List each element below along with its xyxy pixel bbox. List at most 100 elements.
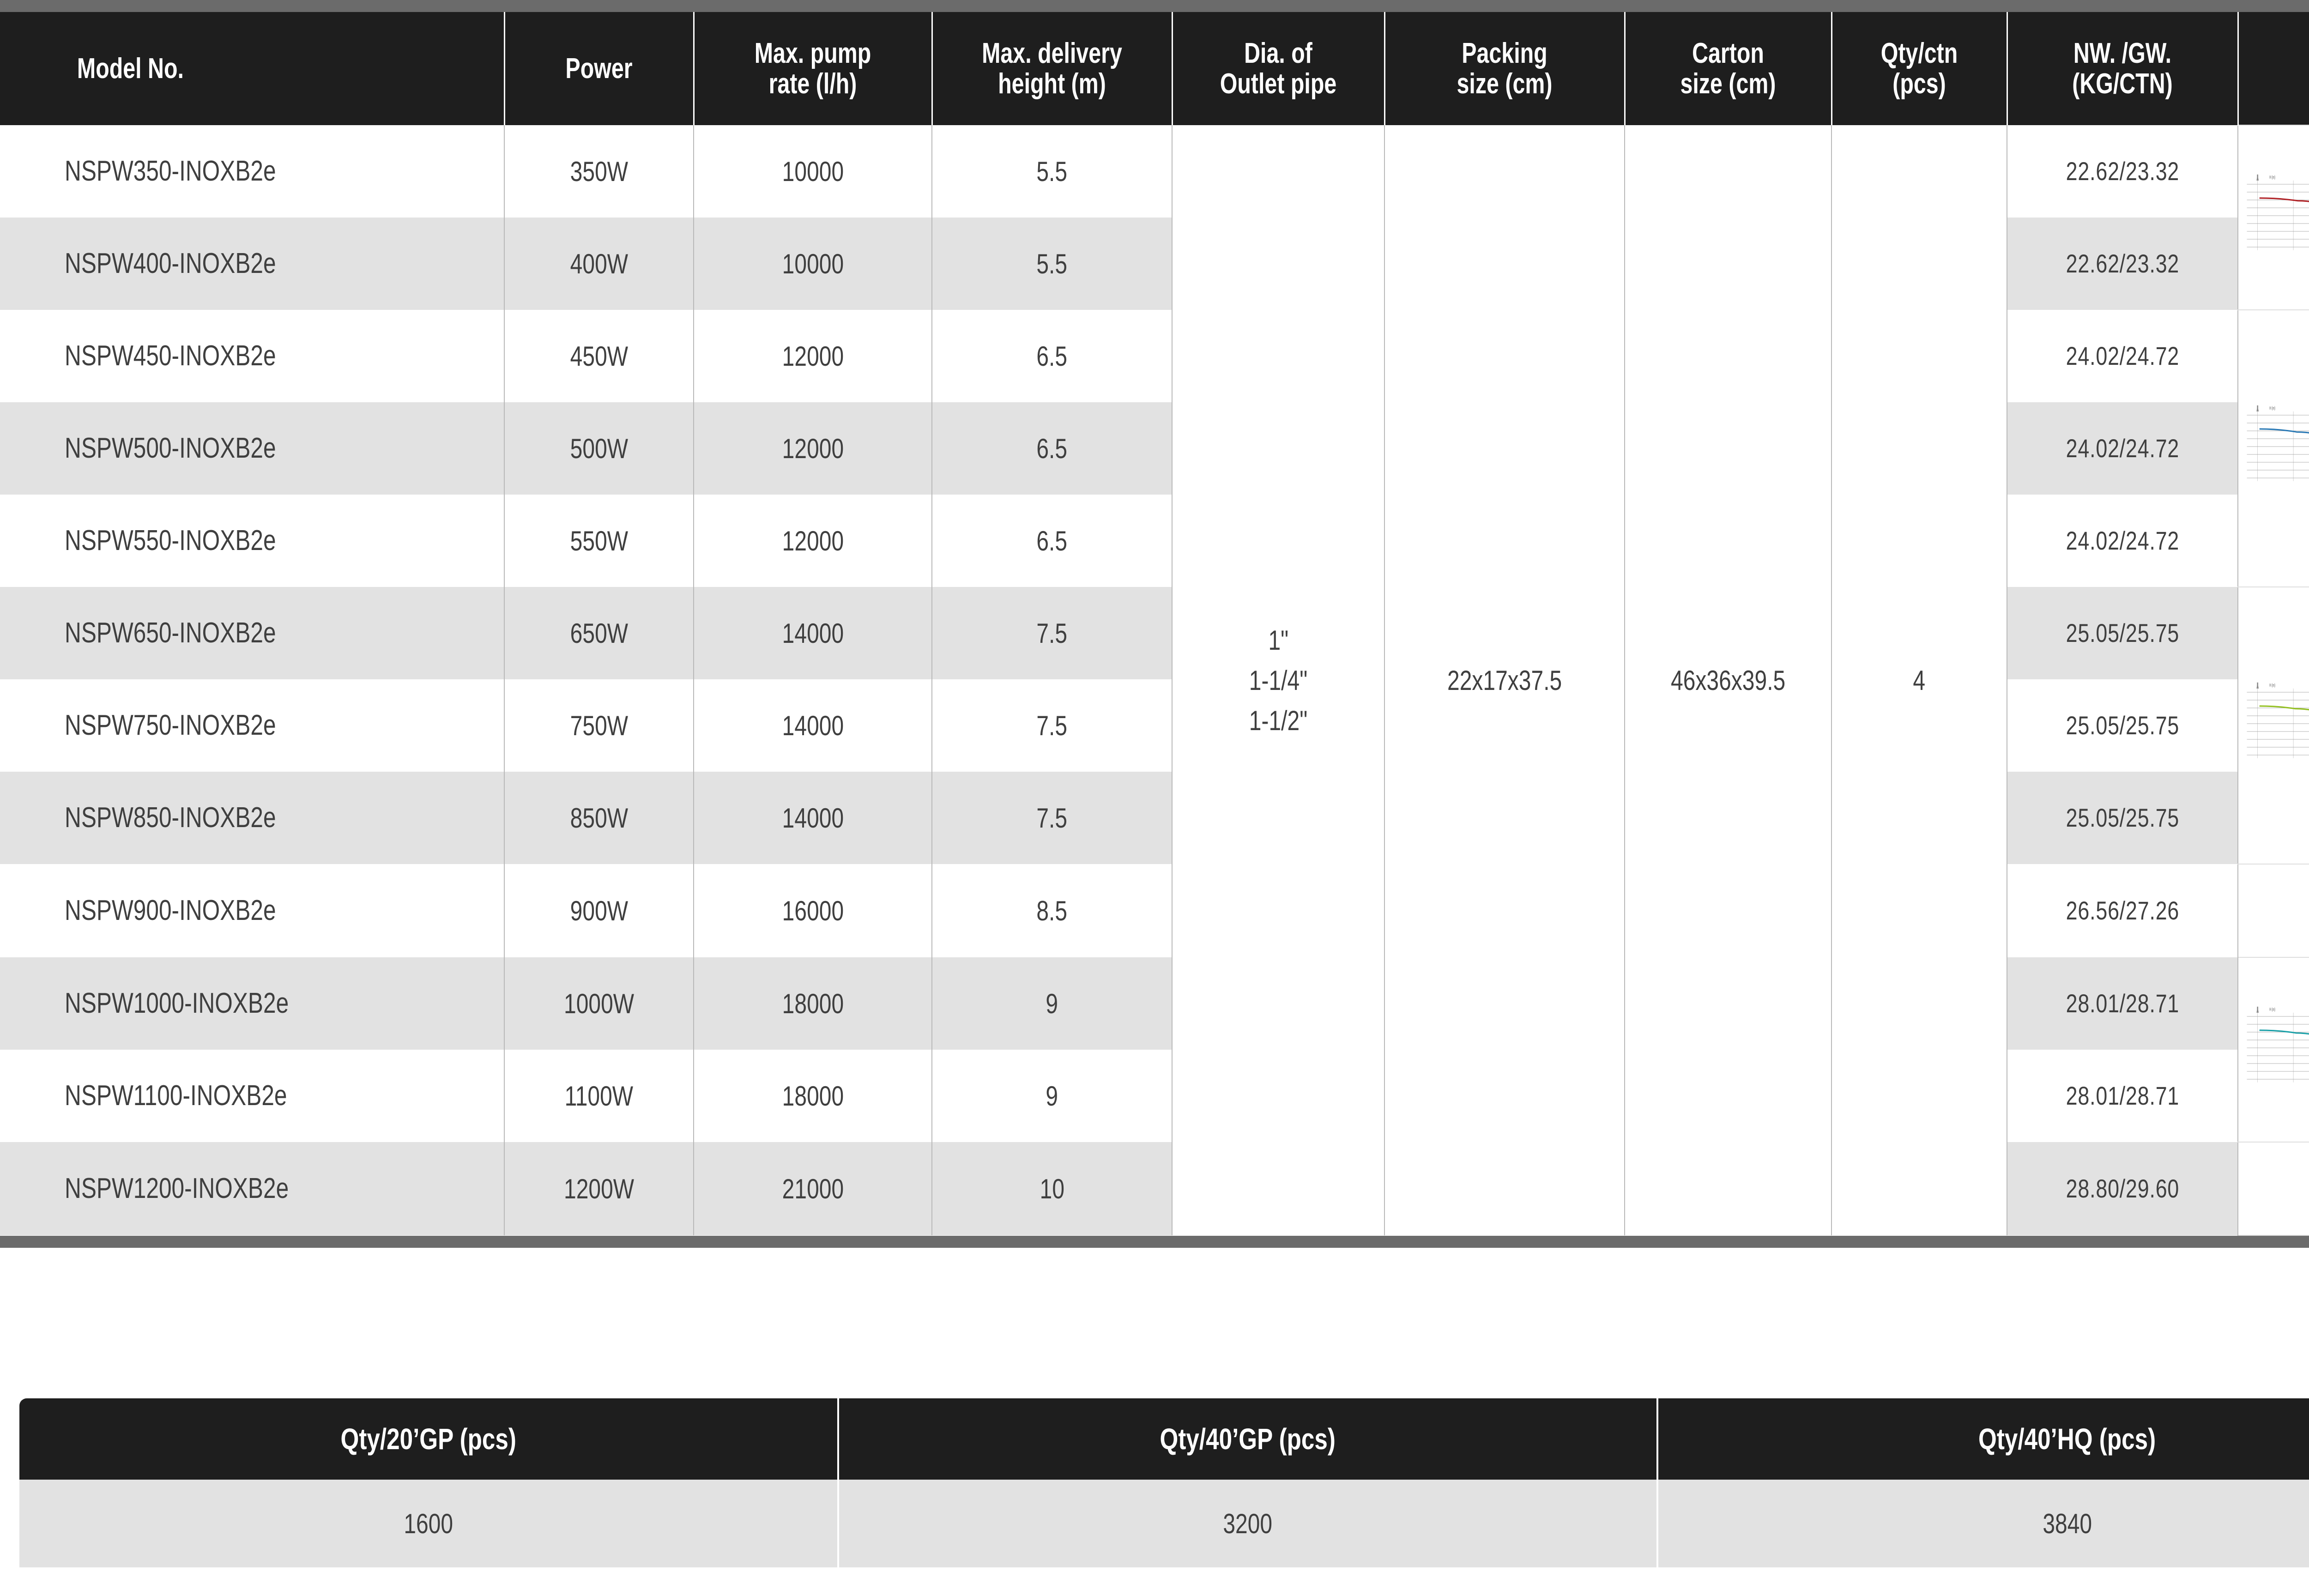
pump-performance-curve: H (m) Q (l/h) <box>2247 174 2309 250</box>
cell-qty-per-carton: 4 <box>1831 125 2007 1235</box>
outlet-diameter-option: 1-1/4" <box>1249 665 1308 696</box>
cell-delivery-height: 7.5 <box>932 679 1173 772</box>
curve-axes <box>2256 174 2259 181</box>
qty-table-body: 1600 3200 3840 <box>19 1480 2309 1567</box>
cell-performance-curve: H (m) Q (l/h) <box>2238 586 2309 864</box>
spec-table: Model No. Power Max. pump rate (l/h) Max… <box>0 12 2309 1236</box>
cell-delivery-height: 6.5 <box>932 310 1173 402</box>
curve-ylabel: H (m) <box>2269 1007 2275 1012</box>
cell-pump-rate: 14000 <box>694 587 932 679</box>
table-row: NSPW500-INOXB2e 500W 12000 6.5 24.02/24.72 <box>0 402 2309 495</box>
main-spec-table-wrapper: Model No. Power Max. pump rate (l/h) Max… <box>0 0 2309 1248</box>
cell-net-gross-weight: 24.02/24.72 <box>2007 310 2238 402</box>
curve-line <box>2259 705 2309 711</box>
cell-delivery-height: 6.5 <box>932 402 1173 495</box>
container-quantity-table-wrapper: Qty/20’GP (pcs) Qty/40’GP (pcs) Qty/40’H… <box>19 1398 2309 1567</box>
column-header-qty-40gp: Qty/40’GP (pcs) <box>838 1398 1658 1480</box>
qty-value-row: 1600 3200 3840 <box>19 1480 2309 1567</box>
cell-model-number: NSPW500-INOXB2e <box>0 402 505 495</box>
curve-line <box>2259 428 2309 434</box>
pump-performance-curve: H (m) Q (l/h) <box>2238 864 2309 957</box>
column-header-qty-per-carton: Qty/ctn (pcs) <box>1850 12 1989 125</box>
curve-ylabel: H (m) <box>2269 175 2275 180</box>
cell-model-number: NSPW650-INOXB2e <box>0 587 505 679</box>
cell-power: 900W <box>504 864 694 957</box>
curve-line <box>2259 1029 2309 1035</box>
cell-model-number: NSPW900-INOXB2e <box>0 864 505 957</box>
pump-performance-curve: H (m) Q (l/h) <box>2238 1143 2309 1235</box>
table-top-rule <box>0 0 2309 12</box>
qty-20gp-value: 1600 <box>19 1480 840 1567</box>
column-header-model: Model No. <box>55 12 450 125</box>
cell-pump-rate: 18000 <box>694 957 932 1050</box>
cell-net-gross-weight: 24.02/24.72 <box>2007 495 2238 587</box>
outlet-diameter-option: 1" <box>1268 624 1288 656</box>
curve-ylabel: H (m) <box>2269 405 2275 411</box>
cell-performance-curve: H (m) Q (l/h) <box>2238 1142 2309 1236</box>
column-header-power: Power <box>525 12 674 125</box>
cell-net-gross-weight: 28.01/28.71 <box>2007 1050 2238 1142</box>
cell-delivery-height: 6.5 <box>932 495 1173 587</box>
cell-model-number: NSPW1000-INOXB2e <box>0 957 505 1050</box>
cell-model-number: NSPW1200-INOXB2e <box>0 1142 505 1235</box>
cell-net-gross-weight: 22.62/23.32 <box>2007 218 2238 310</box>
table-row: NSPW850-INOXB2e 850W 14000 7.5 25.05/25.75 <box>0 772 2309 864</box>
cell-pump-rate: 14000 <box>694 679 932 772</box>
pump-performance-curve: H (m) Q (l/h) <box>2247 1006 2309 1082</box>
table-row: NSPW400-INOXB2e 400W 10000 5.5 22.62/23.32 <box>0 218 2309 310</box>
cell-delivery-height: 8.5 <box>932 864 1173 957</box>
curve-grid <box>2247 180 2309 250</box>
outlet-diameter-option: 1-1/2" <box>1249 705 1308 736</box>
cell-net-gross-weight: 25.05/25.75 <box>2007 772 2238 864</box>
cell-net-gross-weight: 24.02/24.72 <box>2007 402 2238 495</box>
cell-delivery-height: 5.5 <box>932 125 1173 218</box>
column-header-performance-curve <box>2266 12 2309 125</box>
cell-power: 550W <box>504 495 694 587</box>
cell-power: 850W <box>504 772 694 864</box>
pump-performance-curve: H (m) Q (l/h) <box>2247 682 2309 758</box>
table-row: NSPW350-INOXB2e 350W 10000 5.5 1" 1-1/4" 1-1/2… <box>0 125 2309 1235</box>
column-header-carton-size: Carton size (cm) <box>1647 12 1809 125</box>
cell-net-gross-weight: 28.80/29.60 <box>2007 1142 2238 1235</box>
table-bottom-rule <box>0 1236 2309 1248</box>
qty-40hq-value: 3840 <box>1657 1480 2309 1567</box>
table-row: NSPW650-INOXB2e 650W 14000 7.5 25.05/25.75 H… <box>0 586 2309 864</box>
cell-delivery-height: 10 <box>932 1142 1173 1235</box>
curve-line <box>2259 197 2309 202</box>
cell-performance-curve: H (m) Q (l/h) <box>2238 309 2309 587</box>
column-header-qty-20gp: Qty/20’GP (pcs) <box>19 1398 840 1480</box>
curve-grid <box>2247 1012 2309 1082</box>
pump-performance-curve: H (m) Q (l/h) <box>2247 405 2309 481</box>
cell-carton-size: 46x36x39.5 <box>1625 125 1832 1235</box>
column-header-packing-size: Packing size (cm) <box>1411 12 1599 125</box>
cell-model-number: NSPW450-INOXB2e <box>0 310 505 402</box>
cell-power: 500W <box>504 402 694 495</box>
table-row: NSPW1100-INOXB2e 1100W 18000 9 28.01/28.71 <box>0 1050 2309 1142</box>
cell-performance-curve: H (m) Q (l/h) <box>2238 957 2309 1143</box>
cell-performance-curve: H (m) Q (l/h) <box>2238 125 2309 310</box>
cell-delivery-height: 7.5 <box>932 587 1173 679</box>
column-header-delivery-height: Max. delivery height (m) <box>958 12 1146 125</box>
table-row: NSPW550-INOXB2e 550W 12000 6.5 24.02/24.72 <box>0 495 2309 587</box>
table-row: NSPW1200-INOXB2e 1200W 21000 10 28.80/29.60 … <box>0 1142 2309 1236</box>
cell-pump-rate: 10000 <box>694 218 932 310</box>
curve-grid <box>2247 411 2309 481</box>
cell-delivery-height: 9 <box>932 957 1173 1050</box>
cell-power: 650W <box>504 587 694 679</box>
column-header-net-gross-weight: NW. /GW. (KG/CTN) <box>2032 12 2213 125</box>
cell-net-gross-weight: 28.01/28.71 <box>2007 957 2238 1050</box>
cell-pump-rate: 10000 <box>694 125 932 218</box>
cell-power: 400W <box>504 218 694 310</box>
spec-table-head: Model No. Power Max. pump rate (l/h) Max… <box>0 12 2309 125</box>
cell-pump-rate: 12000 <box>694 310 932 402</box>
cell-net-gross-weight: 25.05/25.75 <box>2007 679 2238 772</box>
column-header-pump-rate: Max. pump rate (l/h) <box>719 12 907 125</box>
cell-power: 750W <box>504 679 694 772</box>
cell-model-number: NSPW350-INOXB2e <box>0 125 505 218</box>
container-quantity-table: Qty/20’GP (pcs) Qty/40’GP (pcs) Qty/40’H… <box>19 1398 2309 1567</box>
curve-ylabel: H (m) <box>2269 683 2275 688</box>
column-header-qty-40hq: Qty/40’HQ (pcs) <box>1657 1398 2309 1480</box>
cell-pump-rate: 16000 <box>694 864 932 957</box>
